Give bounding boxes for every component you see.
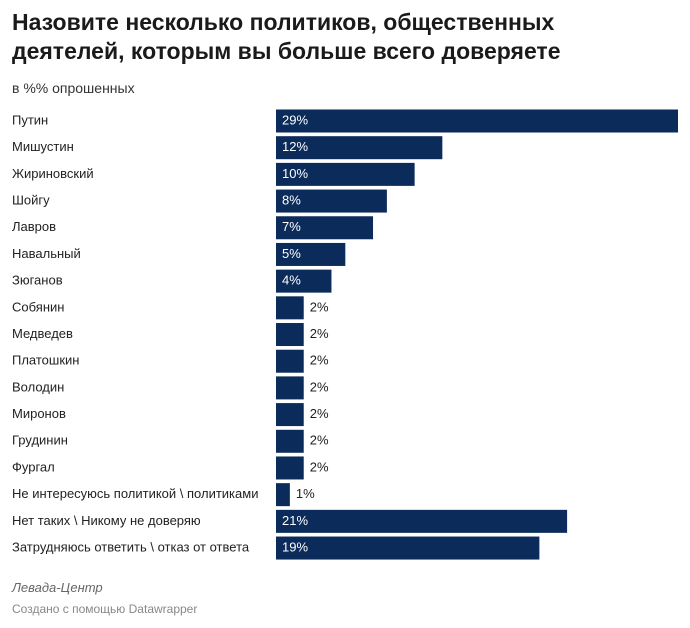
bar bbox=[276, 189, 387, 213]
category-label: Нет таких \ Никому не доверяю bbox=[12, 513, 201, 528]
category-label: Не интересуюсь политикой \ политиками bbox=[12, 486, 258, 501]
value-label: 29% bbox=[282, 112, 308, 127]
category-label: Шойгу bbox=[12, 193, 50, 208]
chart-subtitle: в %% опрошенных bbox=[12, 80, 135, 96]
bar bbox=[276, 109, 678, 133]
value-label: 21% bbox=[282, 513, 308, 528]
category-label: Миронов bbox=[12, 406, 66, 421]
source: Левада-Центр bbox=[12, 580, 103, 595]
value-label: 2% bbox=[310, 433, 329, 448]
bar bbox=[276, 269, 332, 293]
value-label: 2% bbox=[310, 459, 329, 474]
bar bbox=[276, 136, 443, 160]
bar bbox=[276, 536, 540, 560]
value-label: 10% bbox=[282, 166, 308, 181]
value-label: 8% bbox=[282, 193, 301, 208]
bar bbox=[276, 323, 304, 347]
category-label: Медведев bbox=[12, 326, 73, 341]
value-label: 4% bbox=[282, 273, 301, 288]
value-label: 2% bbox=[310, 406, 329, 421]
value-label: 2% bbox=[310, 353, 329, 368]
category-label: Грудинин bbox=[12, 433, 68, 448]
value-label: 2% bbox=[310, 299, 329, 314]
category-label: Навальный bbox=[12, 246, 81, 261]
bar bbox=[276, 296, 304, 320]
category-label: Платошкин bbox=[12, 353, 79, 368]
category-label: Путин bbox=[12, 112, 48, 127]
bar bbox=[276, 456, 304, 480]
value-label: 5% bbox=[282, 246, 301, 261]
bar bbox=[276, 349, 304, 373]
bar bbox=[276, 429, 304, 453]
bar bbox=[276, 242, 346, 266]
chart: Путин 29% Мишустин 12% Жириновский 10% Шойгу 8%… bbox=[12, 109, 678, 560]
category-label: Затрудняюсь ответить \ отказ от ответа bbox=[12, 539, 250, 554]
credit: Создано с помощью Datawrapper bbox=[12, 602, 198, 616]
category-label: Володин bbox=[12, 379, 64, 394]
value-label: 7% bbox=[282, 219, 301, 234]
value-label: 12% bbox=[282, 139, 308, 154]
category-label: Лавров bbox=[12, 219, 56, 234]
category-label: Жириновский bbox=[12, 166, 94, 181]
value-label: 1% bbox=[296, 486, 315, 501]
value-label: 19% bbox=[282, 539, 308, 554]
bar bbox=[276, 483, 290, 507]
value-label: 2% bbox=[310, 379, 329, 394]
chart-title: Назовите несколько политиков, общественн… bbox=[12, 9, 561, 64]
bar bbox=[276, 403, 304, 427]
category-label: Собянин bbox=[12, 299, 64, 314]
bar bbox=[276, 376, 304, 400]
category-label: Зюганов bbox=[12, 273, 63, 288]
category-label: Фургал bbox=[12, 459, 55, 474]
category-label: Мишустин bbox=[12, 139, 74, 154]
bar bbox=[276, 216, 374, 240]
value-label: 2% bbox=[310, 326, 329, 341]
bar bbox=[276, 509, 568, 533]
bar bbox=[276, 162, 415, 186]
